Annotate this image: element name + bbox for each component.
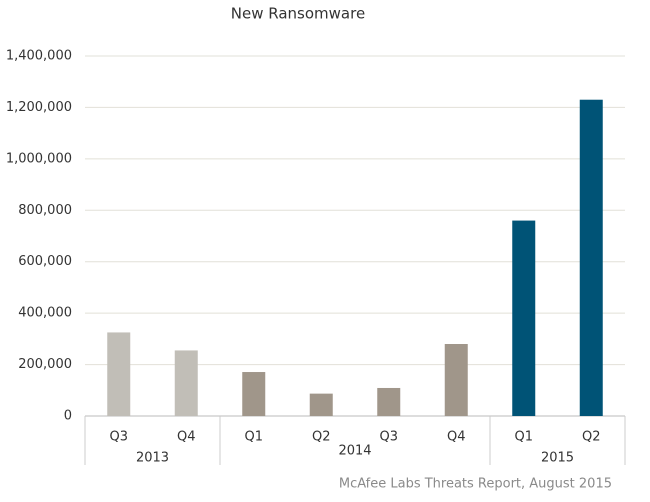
group-label: 2014 — [338, 444, 371, 459]
group-label: 2013 — [136, 451, 169, 466]
bar — [174, 350, 198, 416]
bar — [579, 99, 603, 416]
bar — [512, 220, 536, 416]
bar — [107, 332, 131, 416]
x-tick-label: Q2 — [312, 430, 331, 445]
x-tick-label: Q2 — [582, 430, 601, 445]
source-note: McAfee Labs Threats Report, August 2015 — [339, 477, 612, 492]
x-tick-label: Q1 — [514, 430, 533, 445]
y-tick-label: 800,000 — [18, 203, 72, 218]
y-tick-label: 400,000 — [18, 306, 72, 321]
y-tick-label: 600,000 — [18, 254, 72, 269]
y-tick-label: 0 — [64, 409, 72, 424]
x-tick-label: Q3 — [379, 430, 398, 445]
x-tick-label: Q4 — [447, 430, 466, 445]
x-tick-label: Q4 — [177, 430, 196, 445]
bar — [377, 387, 401, 416]
y-tick-label: 1,000,000 — [6, 151, 72, 166]
y-tick-label: 1,200,000 — [6, 100, 72, 115]
bar — [309, 393, 333, 416]
group-label: 2015 — [541, 451, 574, 466]
y-tick-label: 1,400,000 — [6, 49, 72, 64]
x-tick-label: Q1 — [244, 430, 263, 445]
chart-title: New Ransomware — [231, 5, 365, 23]
bar — [242, 372, 266, 416]
bar — [444, 344, 468, 416]
y-tick-label: 200,000 — [18, 357, 72, 372]
x-tick-label: Q3 — [109, 430, 128, 445]
